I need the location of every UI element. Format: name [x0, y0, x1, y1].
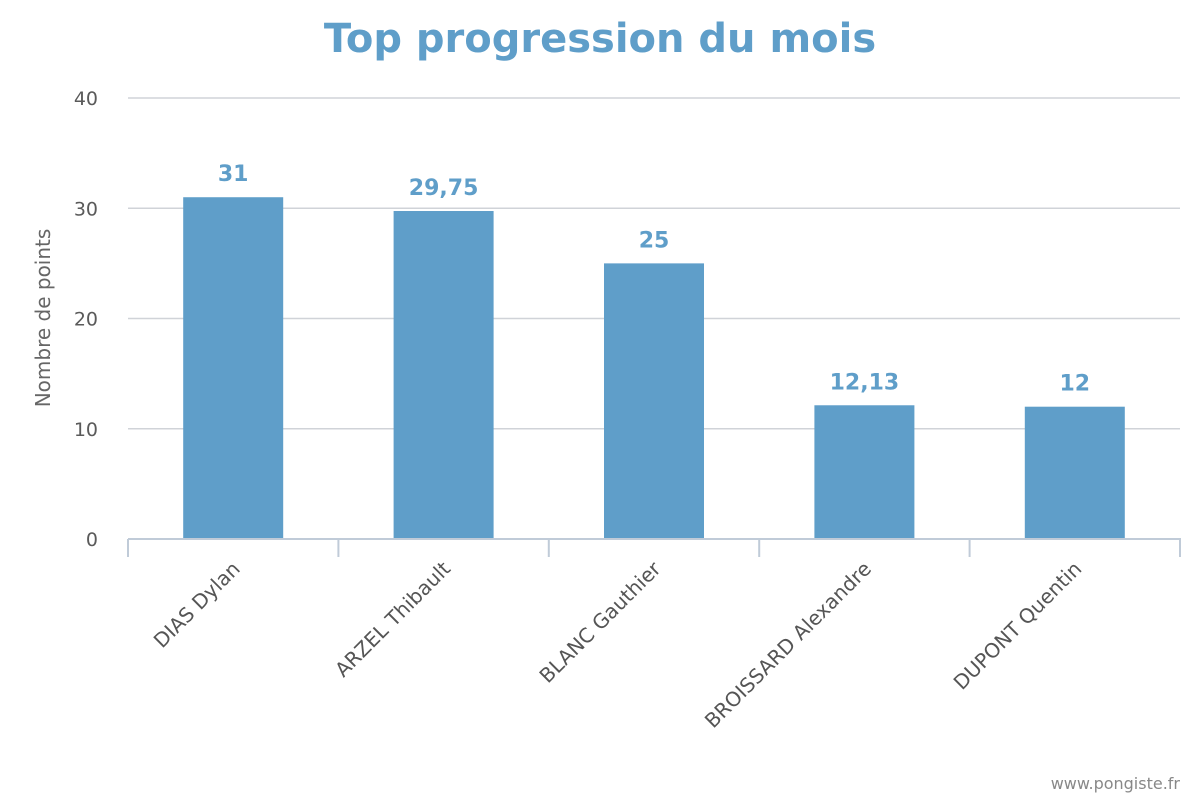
data-label: 12,13	[830, 370, 900, 395]
y-tick-label: 10	[74, 419, 98, 441]
y-tick-label: 30	[74, 198, 98, 220]
bars	[183, 197, 1125, 539]
bar[interactable]	[814, 405, 915, 539]
x-tick-label: DUPONT Quentin	[949, 557, 1087, 695]
chart-title: Top progression du mois	[324, 16, 876, 62]
bar[interactable]	[1024, 406, 1125, 539]
data-label: 31	[218, 162, 249, 187]
x-axis-category-labels: DIAS Dylan ARZEL Thibault BLANC Gauthier BR…	[149, 556, 1087, 733]
credit-text[interactable]: www.pongiste.fr	[1051, 774, 1181, 793]
y-axis-title: Nombre de points	[31, 229, 55, 408]
bar[interactable]	[393, 211, 494, 539]
bar[interactable]	[604, 263, 704, 539]
y-axis-ticks: 0 10 20 30 40	[74, 88, 98, 551]
x-tick-label: BROISSARD Alexandre	[700, 557, 876, 733]
x-axis	[127, 538, 1181, 557]
x-tick-label: DIAS Dylan	[149, 557, 245, 653]
data-label: 29,75	[409, 176, 479, 201]
x-tick-label: ARZEL Thibault	[330, 556, 455, 681]
y-tick-label: 40	[74, 88, 98, 110]
y-tick-label: 20	[74, 309, 98, 331]
y-tick-label: 0	[86, 529, 98, 551]
data-label: 12	[1059, 372, 1090, 397]
data-labels: 31 29,75 25 12,13 12	[218, 162, 1090, 396]
data-label: 25	[639, 228, 670, 253]
bar[interactable]	[183, 197, 284, 539]
x-tick-label: BLANC Gauthier	[534, 556, 666, 688]
